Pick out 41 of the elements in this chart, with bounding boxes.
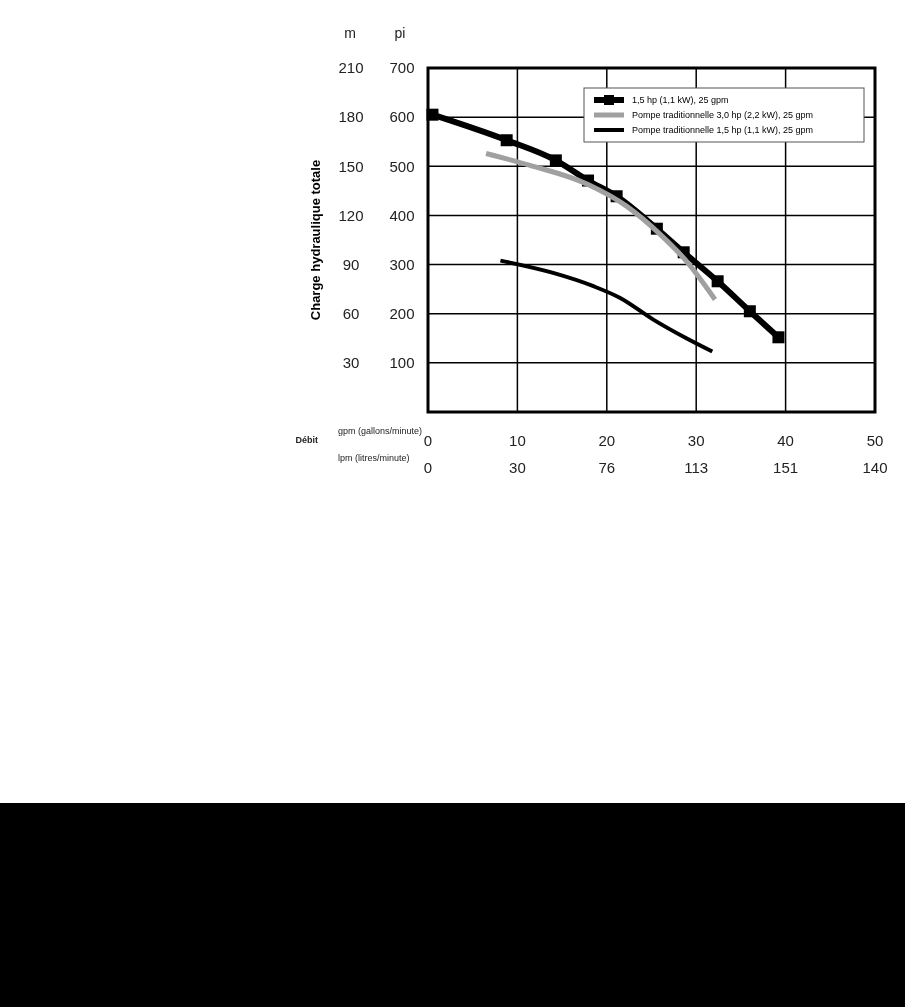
text: 140 (862, 459, 888, 477)
legend-label: 1,5 hp (1,1 kW), 25 gpm (632, 95, 729, 106)
point (743, 305, 756, 318)
text: Débit (295, 435, 318, 446)
x-tick-label: 40 (777, 432, 794, 450)
y-tick-label: 210 (338, 59, 364, 77)
y2-tick-label: 400 (389, 206, 415, 224)
text: 76 (598, 459, 616, 477)
y2-tick-label: 500 (389, 157, 415, 175)
point (426, 108, 439, 121)
point (711, 275, 724, 288)
text: 151 (773, 459, 799, 477)
y2-tick-label: 300 (389, 255, 415, 273)
text: 113 (684, 459, 709, 477)
y2-tick-label: 100 (389, 354, 415, 372)
y-axis-title: Charge hydraulique totale (308, 159, 323, 321)
x-tick-label: 10 (509, 432, 526, 450)
x-tick-label: 50 (866, 432, 884, 450)
text: 30 (509, 459, 526, 477)
y2-tick-label: 700 (389, 59, 415, 77)
text: pi (394, 24, 406, 41)
y-tick-label: 60 (342, 304, 360, 322)
y2-tick-label: 600 (389, 108, 415, 126)
y-tick-label: 90 (342, 255, 360, 273)
y2-tick-label: 200 (389, 304, 415, 322)
x-axis-title: gpm (gallons/minute) (338, 426, 423, 436)
y-tick-label: 120 (338, 206, 364, 224)
point (549, 154, 562, 167)
text: 0 (423, 459, 433, 477)
text: m (344, 24, 356, 41)
legend-label: Pompe traditionnelle 1,5 hp (1,1 kW), 25 gpm (632, 125, 814, 136)
point (772, 331, 785, 344)
x-tick-label: 0 (423, 432, 433, 450)
point (500, 134, 513, 147)
legend-label: Pompe traditionnelle 3,0 hp (2,2 kW), 25 gpm (632, 110, 814, 121)
x-tick-label: 30 (687, 432, 705, 450)
x-tick-label: 20 (598, 432, 616, 450)
y-tick-label: 150 (338, 157, 364, 175)
y-tick-label: 180 (338, 108, 364, 126)
y-tick-label: 30 (342, 354, 360, 372)
text: lpm (litres/minute) (338, 453, 410, 464)
